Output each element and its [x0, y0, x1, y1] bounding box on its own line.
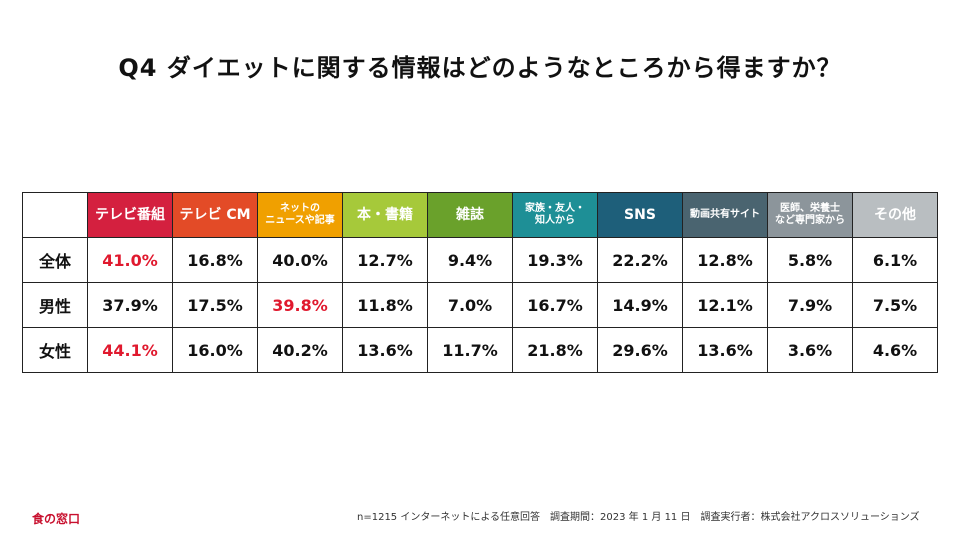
survey-note: n=1215 インターネットによる任意回答 調査期間：2023 年 1 月 11…	[357, 512, 920, 523]
data-cell: 13.6%	[342, 327, 428, 373]
column-header: テレビ番組	[87, 192, 173, 238]
column-header-label: SNS	[624, 206, 656, 223]
data-cell: 21.8%	[512, 327, 598, 373]
row-label: 全体	[22, 237, 88, 283]
brand-logo: 食の窓口	[32, 512, 81, 526]
data-cell: 40.0%	[257, 237, 343, 283]
data-cell: 11.8%	[342, 282, 428, 328]
column-header: 家族・友人・ 知人から	[512, 192, 598, 238]
column-header-label: テレビ CM	[179, 206, 251, 223]
column-header-label: その他	[874, 206, 916, 223]
data-cell: 14.9%	[597, 282, 683, 328]
data-cell: 16.0%	[172, 327, 258, 373]
data-cell: 19.3%	[512, 237, 598, 283]
data-cell: 40.2%	[257, 327, 343, 373]
column-header: ネットの ニュースや記事	[257, 192, 343, 238]
page-title: Q4 ダイエットに関する情報はどのようなところから得ますか？	[118, 54, 842, 82]
column-header-label: 雑誌	[456, 206, 484, 223]
data-cell: 37.9%	[87, 282, 173, 328]
column-header: その他	[852, 192, 938, 238]
data-cell: 12.8%	[682, 237, 768, 283]
data-cell: 9.4%	[427, 237, 513, 283]
table-row: 女性 44.1% 16.0% 40.2% 13.6% 11.7% 21.8% 29.6% 13.…	[22, 327, 938, 373]
column-header: 医師、栄養士 など専門家から	[767, 192, 853, 238]
data-cell: 4.6%	[852, 327, 938, 373]
data-cell: 16.7%	[512, 282, 598, 328]
column-header-label: 家族・友人・	[525, 203, 585, 214]
data-cell: 12.7%	[342, 237, 428, 283]
corner-cell	[22, 192, 88, 238]
table-row: 男性 37.9% 17.5% 39.8% 11.8% 7.0% 16.7% 14.9% 12.1…	[22, 282, 938, 328]
column-header: テレビ CM	[172, 192, 258, 238]
data-cell: 7.5%	[852, 282, 938, 328]
data-cell: 44.1%	[87, 327, 173, 373]
data-cell: 12.1%	[682, 282, 768, 328]
column-header-label: 本・書籍	[357, 206, 413, 223]
column-header-label: 知人から	[535, 215, 575, 226]
data-cell: 11.7%	[427, 327, 513, 373]
column-header-label: テレビ番組	[95, 206, 165, 223]
row-label: 女性	[22, 327, 88, 373]
column-header: SNS	[597, 192, 683, 238]
column-header-label: ニュースや記事	[265, 215, 335, 226]
row-label: 男性	[22, 282, 88, 328]
results-table: テレビ番組 テレビ CM ネットの ニュースや記事 本・書籍 雑誌 家族・友人・知…	[22, 192, 938, 373]
column-header-label: ネットの	[280, 203, 320, 214]
column-header: 動画共有サイト	[682, 192, 768, 238]
table-row: 全体 41.0% 16.8% 40.0% 12.7% 9.4% 19.3% 22.2% 12.8…	[22, 237, 938, 283]
column-header: 雑誌	[427, 192, 513, 238]
data-cell: 3.6%	[767, 327, 853, 373]
data-cell: 17.5%	[172, 282, 258, 328]
header-row: テレビ番組 テレビ CM ネットの ニュースや記事 本・書籍 雑誌 家族・友人・知…	[22, 192, 938, 238]
data-cell: 5.8%	[767, 237, 853, 283]
data-cell: 7.0%	[427, 282, 513, 328]
data-cell: 7.9%	[767, 282, 853, 328]
column-header-label: 動画共有サイト	[690, 209, 760, 220]
data-cell: 16.8%	[172, 237, 258, 283]
data-cell: 29.6%	[597, 327, 683, 373]
data-cell: 13.6%	[682, 327, 768, 373]
column-header: 本・書籍	[342, 192, 428, 238]
data-cell: 22.2%	[597, 237, 683, 283]
data-cell: 41.0%	[87, 237, 173, 283]
data-cell: 6.1%	[852, 237, 938, 283]
data-cell: 39.8%	[257, 282, 343, 328]
column-header-label: など専門家から	[775, 215, 845, 226]
column-header-label: 医師、栄養士	[780, 203, 840, 214]
